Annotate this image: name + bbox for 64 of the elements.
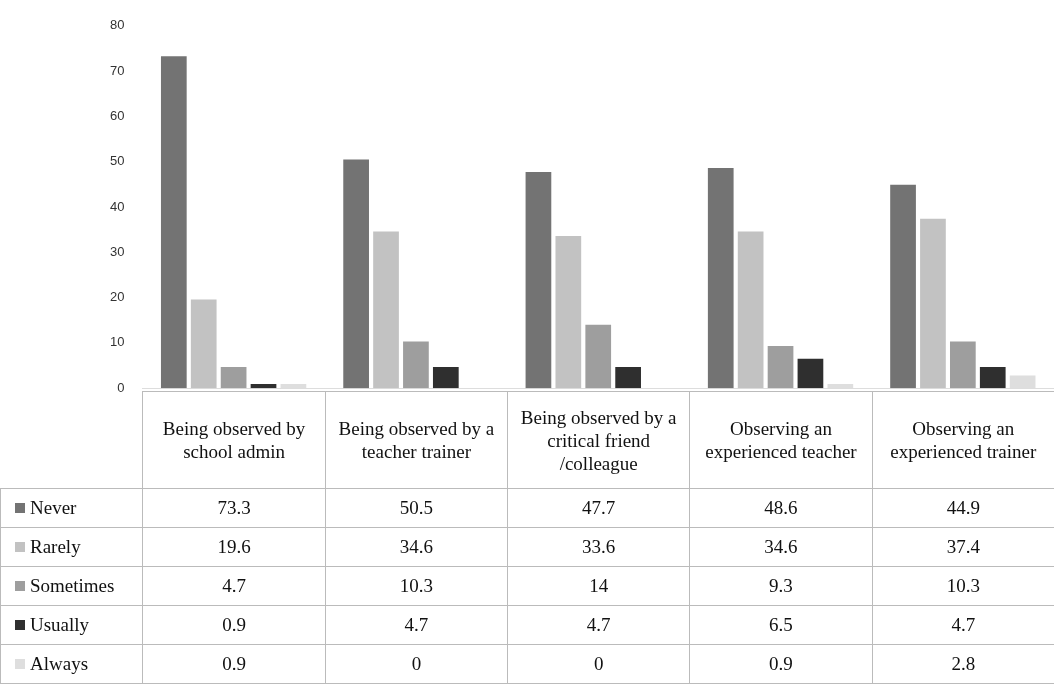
y-tick-label: 50: [109, 153, 125, 169]
data-label: 34.6: [689, 527, 873, 567]
x-tick-label: Being observed by a teacher trainer: [325, 391, 508, 489]
bar: [343, 159, 369, 389]
data-label: 4.7: [507, 605, 690, 645]
bar: [767, 346, 794, 389]
bar: [920, 218, 946, 389]
y-tick-label: 60: [109, 107, 125, 123]
data-label: 73.3: [142, 488, 326, 528]
y-tick-label: 10: [109, 334, 125, 350]
bar: [555, 235, 582, 389]
legend-label: Always: [0, 644, 143, 684]
bar: [403, 341, 429, 389]
data-label: 34.6: [325, 527, 508, 567]
data-label: 4.7: [872, 605, 1054, 645]
bar: [890, 184, 916, 389]
y-tick-label: 70: [109, 62, 125, 78]
data-label: 4.7: [325, 605, 508, 645]
data-label: 2.8: [872, 644, 1054, 684]
bar: [250, 384, 277, 389]
data-label: 0.9: [689, 644, 873, 684]
legend-label: Usually: [0, 605, 143, 645]
bar: [979, 366, 1006, 389]
bar: [585, 324, 612, 389]
bar: [615, 366, 641, 389]
data-label: 0: [325, 644, 508, 684]
bar: [160, 56, 187, 389]
data-label: 33.6: [507, 527, 690, 567]
data-label: 0: [507, 644, 690, 684]
data-label: 50.5: [325, 488, 508, 528]
data-label: 19.6: [142, 527, 326, 567]
data-label: 47.7: [507, 488, 690, 528]
data-label: 4.7: [142, 566, 326, 606]
y-tick-label: 30: [109, 243, 125, 259]
bar: [190, 299, 217, 389]
bar: [797, 358, 824, 389]
y-tick-label: 20: [109, 289, 125, 305]
legend-label: Never: [0, 488, 143, 528]
data-label: 14: [507, 566, 690, 606]
x-tick-label: Observing an experienced trainer: [872, 391, 1054, 489]
bar: [373, 231, 399, 389]
bar: [737, 231, 764, 389]
data-label: 48.6: [689, 488, 873, 528]
data-label: 10.3: [325, 566, 508, 606]
bar: [220, 366, 247, 389]
x-tick-label: Being observed by a critical friend /colleague: [507, 391, 690, 489]
data-label: 44.9: [872, 488, 1054, 528]
x-tick-label: Observing an experienced teacher: [689, 391, 873, 489]
y-tick-label: 40: [109, 198, 125, 214]
bar: [949, 341, 976, 389]
data-label: 37.4: [872, 527, 1054, 567]
data-label: 6.5: [689, 605, 873, 645]
y-tick-label: 80: [109, 17, 125, 33]
x-tick-label: Being observed by school admin: [142, 391, 326, 489]
bar: [432, 366, 459, 389]
legend-label: Sometimes: [0, 566, 143, 606]
legend-label: Rarely: [0, 527, 143, 567]
y-tick-label: 0: [117, 379, 125, 395]
bar: [707, 168, 734, 389]
data-label: 10.3: [872, 566, 1054, 606]
data-label: 0.9: [142, 644, 326, 684]
data-label: 0.9: [142, 605, 326, 645]
bar: [525, 172, 552, 389]
data-label: 9.3: [689, 566, 873, 606]
